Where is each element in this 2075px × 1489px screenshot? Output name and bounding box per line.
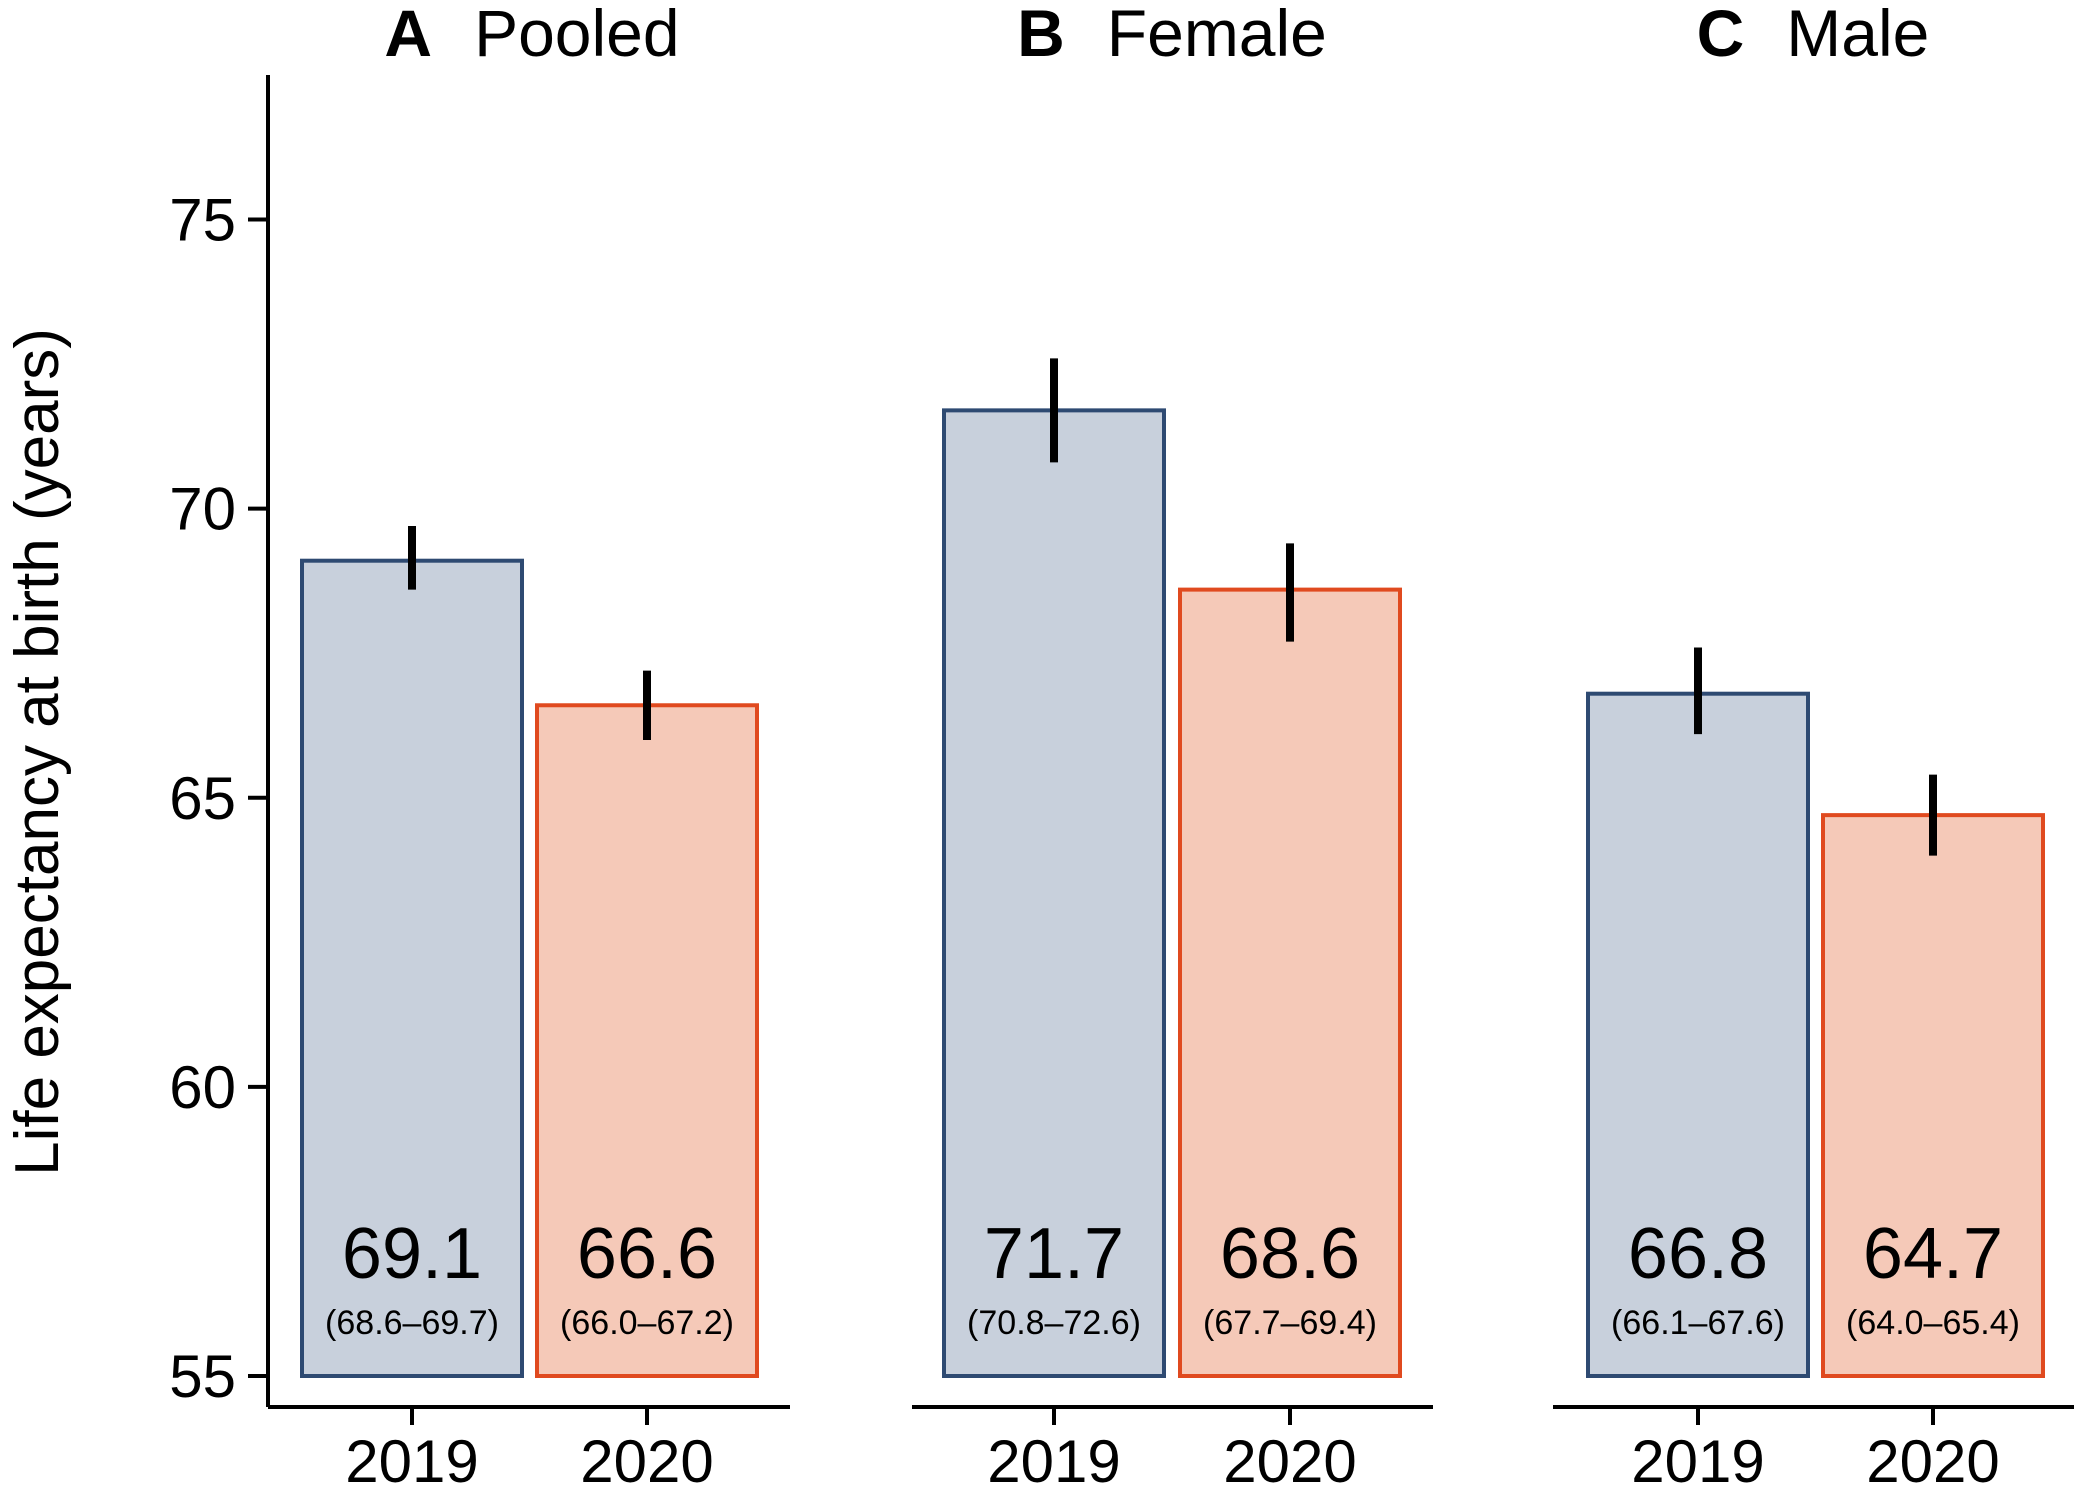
ci-label: (66.0–67.2) (560, 1304, 734, 1342)
ci-label: (70.8–72.6) (967, 1304, 1141, 1342)
panel-title: A Pooled (384, 0, 679, 70)
value-label: 68.6 (1220, 1214, 1360, 1294)
x-tick-label: 2019 (1631, 1428, 1764, 1489)
value-label: 69.1 (342, 1214, 482, 1294)
bar-2020 (535, 703, 759, 1378)
value-label: 64.7 (1863, 1214, 2003, 1294)
y-tick-label: 60 (169, 1054, 236, 1121)
panel-name: Pooled (474, 0, 680, 70)
y-tick-label: 65 (169, 765, 236, 832)
x-tick-label: 2020 (1223, 1428, 1356, 1489)
panel-title: B Female (1017, 0, 1327, 70)
ci-label: (66.1–67.6) (1611, 1304, 1785, 1342)
y-axis-title: Life expectancy at birth (years) (3, 328, 72, 1176)
x-tick-label: 2020 (1866, 1428, 1999, 1489)
x-tick-label: 2019 (345, 1428, 478, 1489)
panel-name: Female (1107, 0, 1327, 70)
bar-2020 (1821, 813, 2045, 1378)
value-label: 71.7 (984, 1214, 1124, 1294)
value-label: 66.8 (1628, 1214, 1768, 1294)
ci-label: (68.6–69.7) (325, 1304, 499, 1342)
panel-female: B Female 71.7 (70.8–72.6) 2019 68.6 (67.7–69.4… (912, 0, 1433, 1489)
ci-label: (67.7–69.4) (1203, 1304, 1377, 1342)
y-tick-label: 55 (169, 1343, 236, 1410)
panel-name: Male (1786, 0, 1929, 70)
x-tick-label: 2020 (580, 1428, 713, 1489)
bar-2020 (1178, 587, 1402, 1378)
panel-letter: A (384, 0, 432, 70)
panel-pooled: A Pooled 69.1 (68.6–69.7) 2019 66.6 (66.0–67.2… (268, 0, 790, 1489)
panel-title: C Male (1697, 0, 1930, 70)
y-tick-label: 70 (169, 476, 236, 543)
ci-label: (64.0–65.4) (1846, 1304, 2020, 1342)
y-tick-label: 75 (169, 187, 236, 254)
bar-2019 (300, 558, 524, 1378)
value-label: 66.6 (577, 1214, 717, 1294)
panel-letter: C (1697, 0, 1745, 70)
panel-male: C Male 66.8 (66.1–67.6) 2019 64.7 (64.0–65.4) 2… (1553, 0, 2074, 1489)
bar-2019 (1586, 691, 1810, 1378)
panel-letter: B (1017, 0, 1065, 70)
x-tick-label: 2019 (987, 1428, 1120, 1489)
